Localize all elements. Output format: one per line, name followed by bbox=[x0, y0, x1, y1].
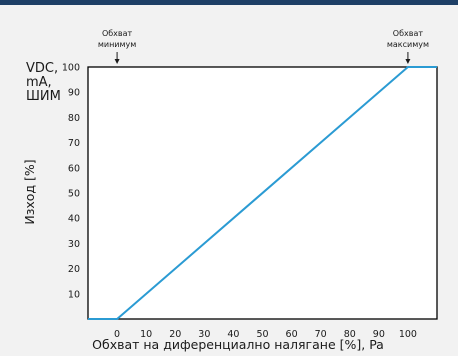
header-bar bbox=[0, 0, 458, 5]
annotation-1-line-0: Обхват bbox=[393, 29, 424, 38]
x-tick-label-10: 10 bbox=[140, 329, 152, 340]
annotation-0-line-0: Обхват bbox=[102, 29, 133, 38]
x-tick-label-0: 0 bbox=[114, 329, 120, 340]
y-tick-label-80: 80 bbox=[68, 113, 80, 124]
y-tick-label-70: 70 bbox=[68, 138, 80, 149]
x-tick-label-20: 20 bbox=[169, 329, 181, 340]
x-axis-title: Обхват на диференциално налягане [%], Pa bbox=[92, 337, 384, 352]
y-tick-label-20: 20 bbox=[68, 264, 80, 275]
y-tick-label-30: 30 bbox=[68, 239, 80, 250]
x-tick-label-60: 60 bbox=[286, 329, 298, 340]
x-tick-label-90: 90 bbox=[373, 329, 385, 340]
y-tick-label-50: 50 bbox=[68, 189, 80, 200]
annotation-0-line-1: минимум bbox=[98, 40, 136, 49]
annotation-1-line-1: максимум bbox=[387, 40, 429, 49]
annotation-0-arrow-head bbox=[114, 59, 120, 64]
y-tick-label-90: 90 bbox=[68, 88, 80, 99]
y-tick-label-10: 10 bbox=[68, 289, 80, 300]
y-side-label-line-1: VDC, bbox=[26, 61, 58, 76]
x-tick-label-100: 100 bbox=[399, 329, 417, 340]
y-tick-label-60: 60 bbox=[68, 163, 80, 174]
series-line-0 bbox=[88, 66, 437, 320]
x-tick-label-80: 80 bbox=[344, 329, 356, 340]
annotation-1-arrow-head bbox=[405, 59, 411, 64]
y-side-label-line-3: ШИМ bbox=[26, 89, 61, 104]
x-tick-label-70: 70 bbox=[315, 329, 327, 340]
x-tick-label-40: 40 bbox=[227, 329, 239, 340]
x-tick-label-50: 50 bbox=[256, 329, 268, 340]
y-side-label-line-2: mA, bbox=[26, 75, 52, 90]
y-axis-title: Изход [%] bbox=[22, 159, 37, 224]
y-tick-label-40: 40 bbox=[68, 214, 80, 225]
x-tick-label-30: 30 bbox=[198, 329, 210, 340]
y-tick-label-100: 100 bbox=[62, 63, 80, 74]
